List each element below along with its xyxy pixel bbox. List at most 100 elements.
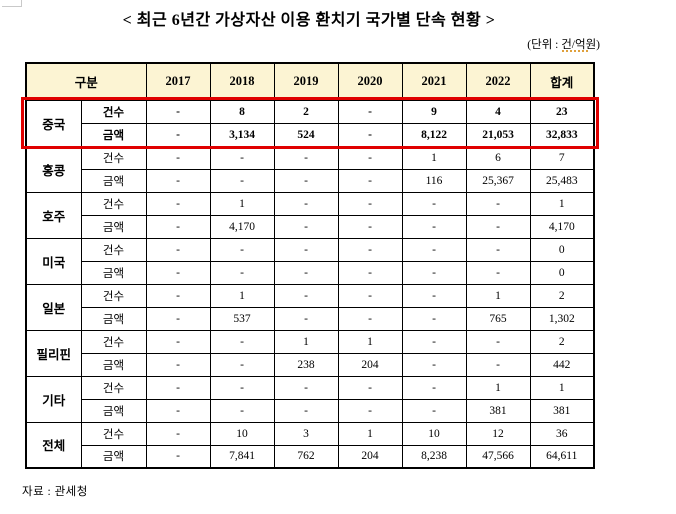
value-cell: - xyxy=(145,145,211,170)
row-type-count-label: 건수 xyxy=(80,283,147,308)
value-cell: - xyxy=(273,306,339,331)
value-cell: - xyxy=(273,375,339,400)
value-cell: 7,841 xyxy=(209,444,275,469)
value-cell: - xyxy=(465,237,531,262)
source-label: 자료 : 관세청 xyxy=(22,486,88,498)
country-amount-row: 금액 - - - - - - 0 xyxy=(26,260,595,285)
value-cell: - xyxy=(337,145,403,170)
value-cell: 1 xyxy=(273,329,339,354)
value-cell: 64,611 xyxy=(529,444,595,469)
spellcheck-squiggle xyxy=(562,49,588,52)
value-cell: - xyxy=(465,329,531,354)
value-cell: - xyxy=(209,145,275,170)
value-cell: - xyxy=(401,260,467,285)
value-cell: 1 xyxy=(337,329,403,354)
value-cell: - xyxy=(145,306,211,331)
row-type-count-label: 건수 xyxy=(80,191,147,216)
value-cell: - xyxy=(465,260,531,285)
value-cell: 204 xyxy=(337,352,403,377)
value-cell: - xyxy=(401,329,467,354)
value-cell: - xyxy=(209,237,275,262)
header-total: 합계 xyxy=(529,62,595,101)
country-label: 필리핀 xyxy=(25,329,82,377)
value-cell: 3,134 xyxy=(209,122,275,147)
value-cell: - xyxy=(145,214,211,239)
value-cell: - xyxy=(209,329,275,354)
country-count-row: 호주 건수 - 1 - - - - 1 xyxy=(25,191,595,239)
value-cell: 36 xyxy=(529,421,595,446)
row-type-amount-label: 금액 xyxy=(80,168,147,193)
value-cell: - xyxy=(401,398,467,423)
value-cell: 1 xyxy=(209,191,275,216)
row-type-amount-label: 금액 xyxy=(80,398,147,423)
value-cell: - xyxy=(401,237,467,262)
value-cell: - xyxy=(145,329,211,354)
country-count-row: 일본 건수 - 1 - - - 1 2 xyxy=(25,283,595,331)
value-cell: 2 xyxy=(529,283,595,308)
value-cell: - xyxy=(337,260,403,285)
row-type-count-label: 건수 xyxy=(80,99,147,124)
value-cell: - xyxy=(273,145,339,170)
value-cell: 1 xyxy=(529,191,595,216)
value-cell: - xyxy=(337,214,403,239)
value-cell: - xyxy=(145,421,211,446)
row-type-amount-label: 금액 xyxy=(80,352,147,377)
value-cell: 4,170 xyxy=(209,214,275,239)
header-row: 구분 2017 2018 2019 2020 2021 2022 합계 xyxy=(25,62,595,101)
value-cell: - xyxy=(145,283,211,308)
value-cell: 1 xyxy=(209,283,275,308)
header-year-2018: 2018 xyxy=(209,62,275,101)
value-cell: 7 xyxy=(529,145,595,170)
value-cell: - xyxy=(465,352,531,377)
row-type-amount-label: 금액 xyxy=(80,260,147,285)
value-cell: - xyxy=(273,260,339,285)
value-cell: - xyxy=(401,214,467,239)
value-cell: 1 xyxy=(465,375,531,400)
value-cell: 25,483 xyxy=(529,168,595,193)
value-cell: - xyxy=(273,237,339,262)
value-cell: 32,833 xyxy=(529,122,595,147)
row-type-amount-label: 금액 xyxy=(80,122,147,147)
value-cell: 1 xyxy=(337,421,403,446)
value-cell: - xyxy=(337,168,403,193)
value-cell: - xyxy=(337,375,403,400)
country-amount-row: 금액 - - - - - 381 381 xyxy=(26,398,595,423)
value-cell: 381 xyxy=(465,398,531,423)
country-label: 기타 xyxy=(25,375,82,423)
row-type-count-label: 건수 xyxy=(80,421,147,446)
value-cell: - xyxy=(145,168,211,193)
value-cell: 10 xyxy=(401,421,467,446)
country-count-row: 기타 건수 - - - - - 1 1 xyxy=(25,375,595,423)
value-cell: 23 xyxy=(529,99,595,124)
crackdown-statistics-table: 구분 2017 2018 2019 2020 2021 2022 합계 중국 건… xyxy=(25,62,596,469)
value-cell: - xyxy=(145,444,211,469)
value-cell: - xyxy=(273,398,339,423)
value-cell: 12 xyxy=(465,421,531,446)
country-count-row: 홍콩 건수 - - - - 1 6 7 xyxy=(25,145,595,193)
value-cell: 4,170 xyxy=(529,214,595,239)
country-count-row: 필리핀 건수 - - 1 1 - - 2 xyxy=(25,329,595,377)
header-category: 구분 xyxy=(25,62,147,101)
country-amount-row: 금액 - 537 - - - 765 1,302 xyxy=(26,306,595,331)
value-cell: 4 xyxy=(465,99,531,124)
value-cell: - xyxy=(465,214,531,239)
row-type-count-label: 건수 xyxy=(80,329,147,354)
value-cell: - xyxy=(337,122,403,147)
value-cell: 381 xyxy=(529,398,595,423)
value-cell: - xyxy=(145,375,211,400)
country-amount-row: 금액 - 7,841 762 204 8,238 47,566 64,611 xyxy=(26,444,595,469)
value-cell: - xyxy=(337,398,403,423)
value-cell: 3 xyxy=(273,421,339,446)
header-year-2020: 2020 xyxy=(337,62,403,101)
table-header: 구분 2017 2018 2019 2020 2021 2022 합계 xyxy=(25,62,595,101)
value-cell: 762 xyxy=(273,444,339,469)
value-cell: 47,566 xyxy=(465,444,531,469)
value-cell: 537 xyxy=(209,306,275,331)
value-cell: - xyxy=(337,283,403,308)
value-cell: - xyxy=(209,398,275,423)
country-amount-row: 금액 - - 238 204 - - 442 xyxy=(26,352,595,377)
value-cell: 1 xyxy=(401,145,467,170)
value-cell: - xyxy=(401,375,467,400)
value-cell: 10 xyxy=(209,421,275,446)
value-cell: - xyxy=(273,168,339,193)
